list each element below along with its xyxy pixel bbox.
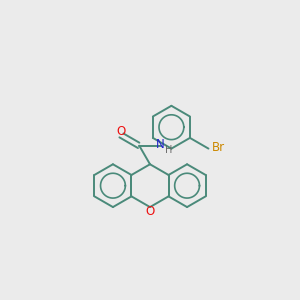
Text: Br: Br: [212, 141, 225, 154]
Text: H: H: [165, 146, 173, 155]
Text: O: O: [116, 125, 125, 138]
Text: O: O: [146, 205, 154, 218]
Text: N: N: [156, 138, 165, 151]
